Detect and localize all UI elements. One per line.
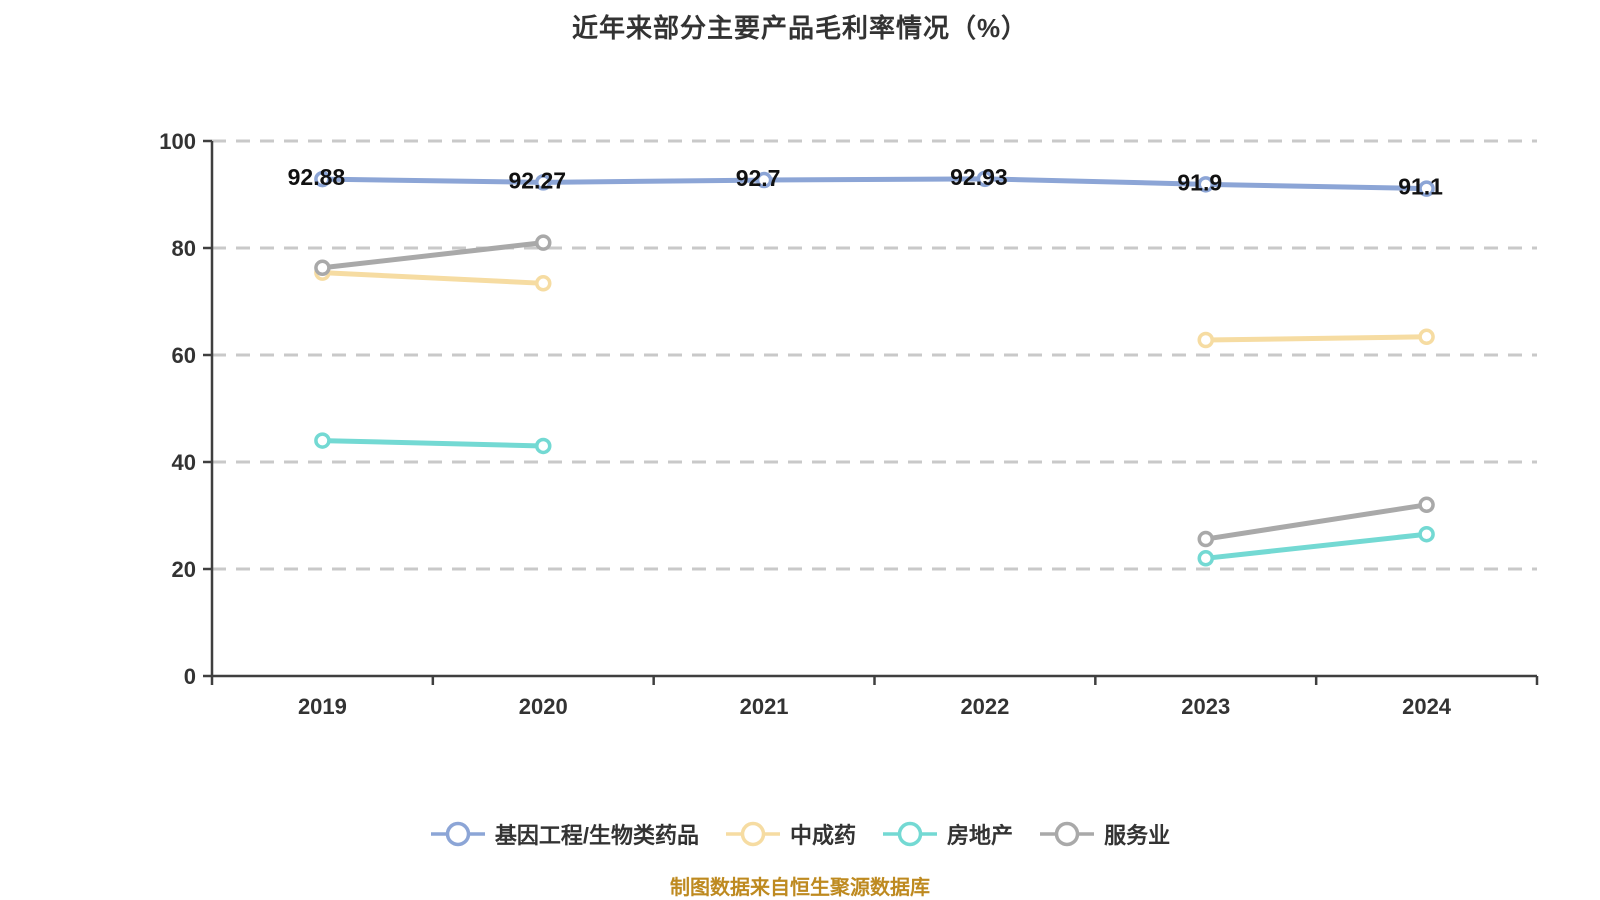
y-tick-label-40: 40 — [172, 450, 196, 475]
data-point-real-estate-2019[interactable] — [314, 432, 331, 449]
data-label-gene-engineering-biopharma-2022: 92.93 — [950, 164, 1008, 190]
data-point-real-estate-2024[interactable] — [1418, 525, 1435, 543]
y-tick-label-20: 20 — [172, 557, 196, 582]
data-label-gene-engineering-biopharma-2023: 91.9 — [1177, 169, 1222, 195]
series-gene-engineering-biopharma: 92.88 92.27 92.7 92.93 91.9 91.1 — [288, 164, 1444, 200]
data-point-chinese-patent-medicine-2024[interactable] — [1418, 328, 1435, 346]
chart-title: 近年来部分主要产品毛利率情况（%） — [571, 13, 1029, 43]
legend-label: 中成药 — [790, 823, 857, 848]
series-chinese-patent-medicine — [314, 264, 1435, 349]
legend-label: 服务业 — [1104, 823, 1171, 848]
x-tick-label-2024: 2024 — [1402, 694, 1452, 719]
legend-item-services[interactable]: 服务业 — [1039, 818, 1170, 850]
legend-item-real-estate[interactable]: 房地产 — [882, 818, 1013, 850]
data-label-gene-engineering-biopharma-2021: 92.7 — [736, 165, 781, 191]
data-label-gene-engineering-biopharma-2019: 92.88 — [288, 164, 346, 190]
data-point-real-estate-2020[interactable] — [535, 437, 552, 455]
series-line-chinese-patent-medicine — [1203, 334, 1430, 343]
data-point-gene-engineering-biopharma-2020[interactable] — [535, 174, 552, 191]
y-tick-label-80: 80 — [172, 236, 196, 261]
data-label-gene-engineering-biopharma-2024: 91.1 — [1398, 174, 1443, 200]
data-point-gene-engineering-biopharma-2022[interactable] — [976, 170, 994, 188]
legend-line-marker-icon — [726, 821, 781, 847]
series-line-services — [1203, 502, 1430, 542]
legend-label: 基因工程/生物类药品 — [494, 823, 700, 848]
y-tick-label-0: 0 — [184, 664, 196, 689]
plot-area: 0 20 40 60 80 100 2019 2020 2021 2022 2023 2024 92.8… — [159, 129, 1539, 719]
data-source-note: 制图数据来自恒生聚源数据库 — [670, 877, 930, 899]
series-services — [314, 234, 1435, 548]
series-line-gene-engineering-biopharma — [319, 176, 1430, 192]
series-line-services — [319, 240, 546, 271]
x-tick-label-2020: 2020 — [519, 694, 568, 719]
y-tick-label-100: 100 — [159, 129, 196, 154]
legend-label: 房地产 — [947, 823, 1014, 848]
data-label-gene-engineering-biopharma-2020: 92.27 — [508, 167, 566, 193]
chart-legend: 基因工程/生物类药品 中成药 房地产 服务业 — [0, 818, 1600, 850]
series-line-chinese-patent-medicine — [319, 270, 546, 286]
data-point-gene-engineering-biopharma-2023[interactable] — [1197, 176, 1214, 193]
legend-line-marker-icon — [1040, 821, 1095, 847]
x-tick-label-2019: 2019 — [298, 694, 347, 719]
y-tick-label-60: 60 — [172, 343, 196, 368]
data-point-chinese-patent-medicine-2020[interactable] — [535, 275, 552, 292]
data-point-real-estate-2023[interactable] — [1197, 550, 1214, 567]
data-point-services-2024[interactable] — [1418, 496, 1435, 514]
series-line-real-estate — [319, 438, 546, 449]
legend-item-gene-engineering-biopharma[interactable]: 基因工程/生物类药品 — [430, 818, 699, 850]
data-point-gene-engineering-biopharma-2019[interactable] — [314, 170, 331, 188]
series-real-estate — [314, 432, 1435, 567]
x-tick-label-2023: 2023 — [1181, 694, 1230, 719]
data-point-services-2019[interactable] — [314, 259, 331, 277]
data-point-chinese-patent-medicine-2023[interactable] — [1197, 331, 1214, 349]
data-point-services-2020[interactable] — [535, 234, 552, 251]
legend-item-chinese-patent-medicine[interactable]: 中成药 — [725, 818, 856, 850]
legend-line-marker-icon — [883, 821, 938, 847]
series-line-real-estate — [1203, 531, 1430, 561]
x-tick-label-2022: 2022 — [960, 694, 1009, 719]
data-point-gene-engineering-biopharma-2024[interactable] — [1418, 180, 1435, 197]
data-point-services-2023[interactable] — [1197, 530, 1214, 548]
data-point-gene-engineering-biopharma-2021[interactable] — [755, 171, 773, 189]
x-tick-label-2021: 2021 — [740, 694, 789, 719]
legend-line-marker-icon — [430, 821, 485, 847]
